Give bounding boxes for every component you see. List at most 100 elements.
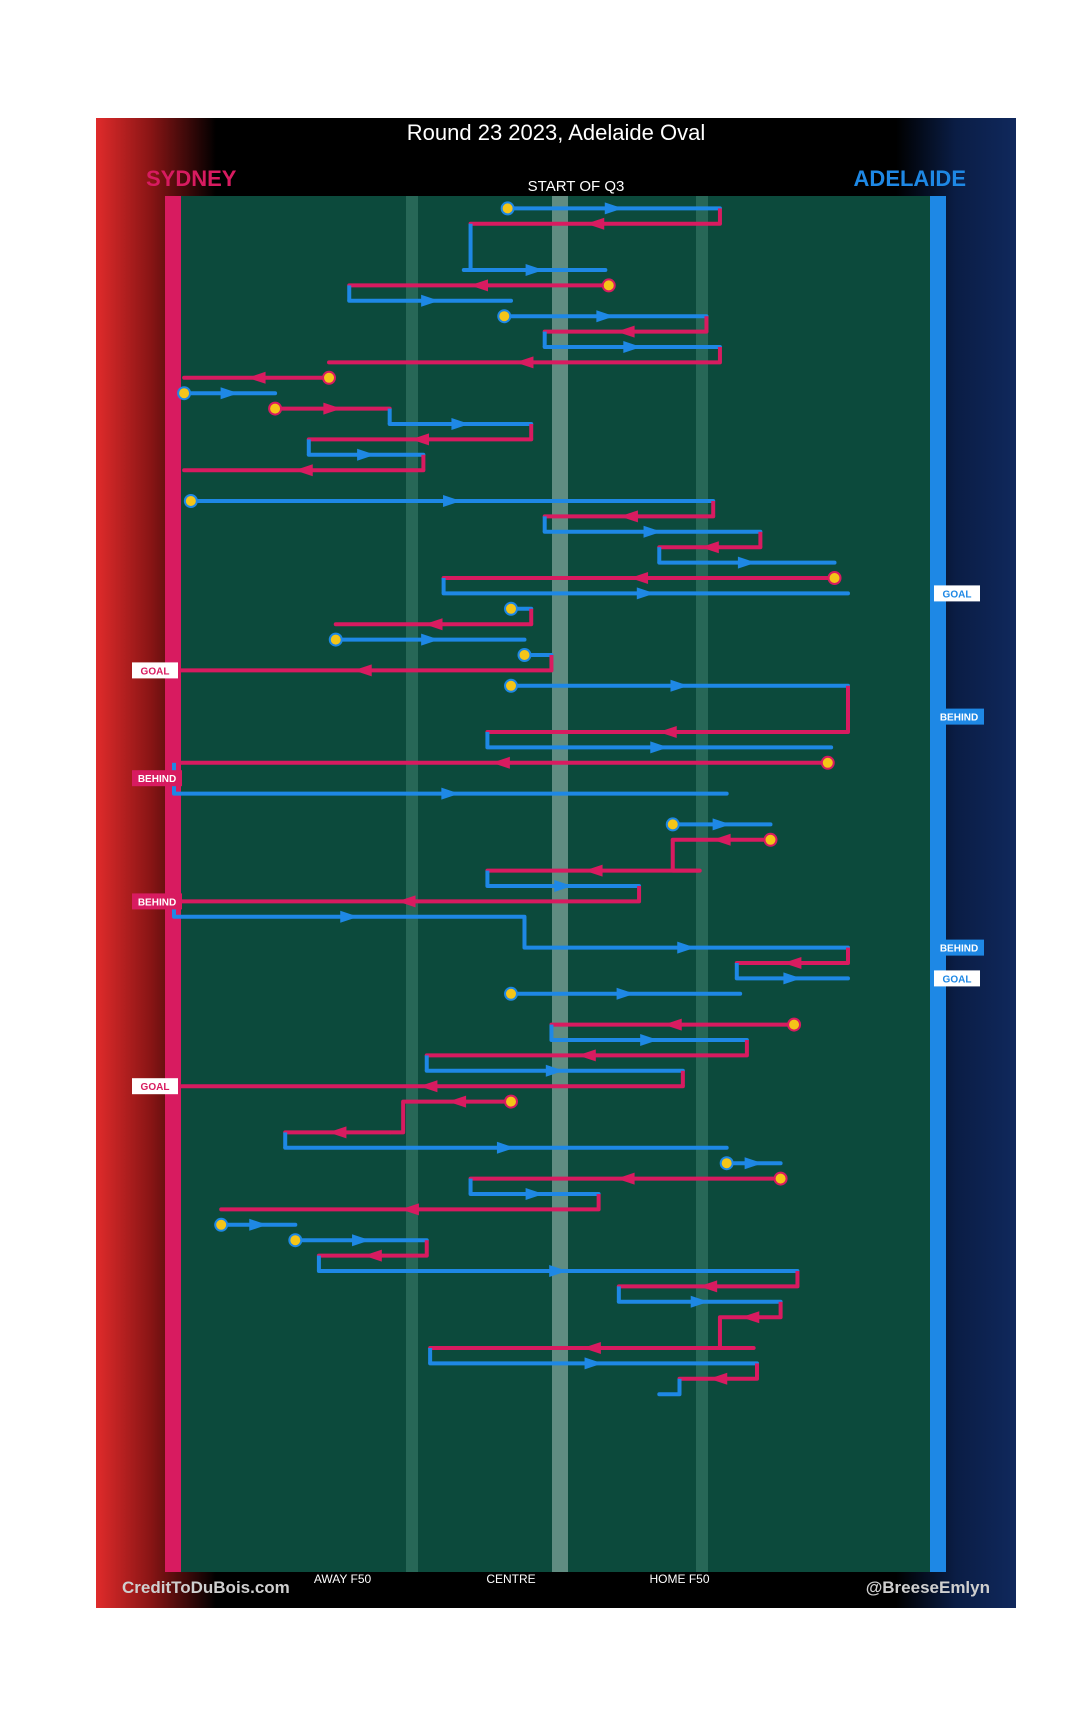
annotation-badge [934,585,980,602]
direction-arrow [441,787,460,800]
direction-arrow [677,941,696,954]
away-team-label: ADELAIDE [853,166,966,191]
direction-arrow [421,633,440,646]
annotation-text: GOAL [141,666,170,677]
chain-start-marker [504,678,518,693]
direction-arrow [397,895,416,908]
direction-arrow [554,880,573,892]
direction-arrow [741,1311,760,1324]
direction-arrow [744,1157,763,1170]
direction-arrow [783,972,802,985]
direction-arrow [323,402,342,415]
away-goal-line [930,196,946,1572]
direction-arrow [491,756,510,769]
chain-start-marker [500,201,515,216]
direction-arrow [421,294,440,307]
away-f50-band [406,196,418,1572]
annotation-text: GOAL [943,589,972,600]
direction-arrow [619,510,638,523]
direction-arrow [496,1141,515,1154]
home-team-label: SYDNEY [146,166,237,191]
direction-arrow [663,1018,682,1031]
direction-arrow [352,1234,371,1247]
direction-arrow [448,1095,467,1108]
chain-start-marker [827,571,842,585]
score-annotation-behind: BEHIND [132,893,182,910]
direction-arrow [424,618,443,631]
chain-start-marker [787,1017,802,1032]
chain-start-marker [288,1233,303,1248]
annotation-badge [934,708,984,725]
score-annotation-goal: GOAL [132,1078,178,1095]
direction-arrow [616,1172,635,1185]
direction-arrow [357,448,376,461]
annotation-text: BEHIND [138,897,176,908]
chain-start-marker [820,755,835,770]
direction-arrow [737,556,756,569]
chain-start-marker [517,648,532,662]
chain-start-marker [504,1094,518,1109]
credit-right: @BreeseEmlyn [865,1578,990,1597]
direction-arrow [690,1295,709,1308]
direction-arrow [643,525,662,538]
annotation-text: BEHIND [940,713,978,724]
chain-start-marker [665,817,680,832]
chain-start-marker [177,386,192,401]
direction-arrow [584,1357,603,1370]
direction-arrow [328,1126,347,1139]
direction-arrow [623,341,642,353]
chain-start-marker [763,832,778,847]
chart-frame: GOAL GOAL BEHIND BEHIND BEHIND BEHIND GOAL GOAL… [96,118,1016,1608]
direction-arrow [783,957,802,969]
direction-arrow [658,726,677,738]
chain-start-marker [328,632,343,647]
direction-arrow [363,1249,382,1262]
direction-arrow [616,325,635,338]
direction-arrow [340,910,359,923]
chain-connector [389,1101,406,1135]
chain-start-marker [504,601,518,616]
score-annotation-goal: GOAL [132,662,178,679]
annotation-text: GOAL [943,974,972,985]
credit-left: CreditToDuBois.com [122,1578,290,1597]
direction-arrow [604,202,623,215]
score-annotation-goal: GOAL [934,585,980,602]
chain-start-marker [214,1217,229,1232]
chain-start-marker [504,986,518,1001]
direction-arrow [670,679,689,692]
chain-start-marker [601,278,616,293]
annotation-badge [934,939,984,956]
direction-arrow [596,310,615,323]
direction-arrow [249,1218,268,1231]
chain-start-marker [268,401,283,416]
direction-arrow [419,1080,438,1093]
direction-arrow [451,418,470,430]
annotation-badge [132,662,178,679]
annotation-badge [132,893,182,910]
start-of-quarter-label: START OF Q3 [527,178,625,195]
score-annotation-goal: GOAL [934,970,980,987]
direction-arrow [712,833,731,846]
direction-arrow [294,464,313,477]
direction-arrow [469,279,488,292]
home-f50-band [696,196,708,1572]
direction-arrow [525,1188,544,1200]
start-markers [177,201,842,1248]
direction-arrow [577,1049,596,1062]
direction-arrow [545,1064,564,1077]
annotation-text: BEHIND [940,944,978,955]
direction-arrow [353,664,372,677]
direction-arrow [586,217,605,230]
direction-arrow [640,1034,659,1046]
direction-arrow [712,818,731,831]
annotation-text: BEHIND [138,774,176,785]
direction-arrow [636,587,655,600]
chain-start-marker [773,1171,788,1186]
possession-chain-chart: GOAL GOAL BEHIND BEHIND BEHIND BEHIND GOAL GOAL [96,118,1016,1608]
direction-arrow [443,495,462,507]
direction-arrow [549,1265,568,1277]
x-tick-home-f50: HOME F50 [649,1572,710,1586]
home-goal-line [165,196,181,1572]
score-annotation-behind: BEHIND [934,939,984,956]
chain-start-marker [497,309,512,324]
